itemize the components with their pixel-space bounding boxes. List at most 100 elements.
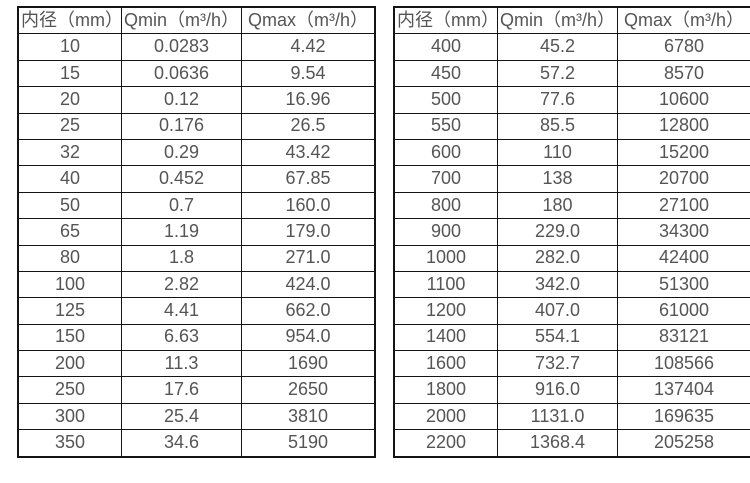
table-row: 450 57.2 8570 <box>393 59 750 88</box>
table-row: 2200 1368.4 205258 <box>393 429 750 458</box>
data-cell: 15200 <box>617 138 750 167</box>
data-cell: 1000 <box>393 244 498 272</box>
data-cell: 160.0 <box>241 191 376 220</box>
table-row: 2000 1131.0 169635 <box>393 402 750 431</box>
table-row: 1200 407.0 61000 <box>393 297 750 325</box>
data-cell: 26.5 <box>241 112 376 140</box>
data-cell: 1.8 <box>121 244 242 272</box>
data-cell: 110 <box>497 138 618 167</box>
data-cell: 1690 <box>241 350 376 378</box>
data-cell: 500 <box>393 86 498 114</box>
data-cell: 229.0 <box>497 218 618 246</box>
flow-spec-table-large-diameters: 内径（mm） Qmin（m³/h） Qmax（m³/h） 400 45.2 6780 45… <box>393 6 750 458</box>
data-cell: 271.0 <box>241 244 376 272</box>
data-cell: 77.6 <box>497 86 618 114</box>
table-row: 50 0.7 160.0 <box>17 191 376 220</box>
data-cell: 1600 <box>393 350 498 378</box>
header-row: 内径（mm） Qmin（m³/h） Qmax（m³/h） <box>17 6 376 35</box>
data-cell: 67.85 <box>241 165 376 193</box>
data-cell: 25.4 <box>121 402 242 431</box>
data-cell: 916.0 <box>497 376 618 404</box>
data-cell: 6780 <box>617 33 750 61</box>
data-cell: 0.29 <box>121 138 242 167</box>
data-cell: 554.1 <box>497 323 618 352</box>
data-cell: 2200 <box>393 429 498 458</box>
data-cell: 27100 <box>617 191 750 220</box>
table-row: 150 6.63 954.0 <box>17 323 376 352</box>
data-cell: 32 <box>17 138 122 167</box>
data-cell: 342.0 <box>497 270 618 299</box>
data-cell: 180 <box>497 191 618 220</box>
data-cell: 169635 <box>617 402 750 431</box>
data-cell: 424.0 <box>241 270 376 299</box>
data-cell: 732.7 <box>497 350 618 378</box>
data-cell: 4.41 <box>121 297 242 325</box>
data-cell: 1800 <box>393 376 498 404</box>
data-cell: 954.0 <box>241 323 376 352</box>
header-cell: Qmin（m³/h） <box>121 6 242 35</box>
data-cell: 16.96 <box>241 86 376 114</box>
header-cell: Qmax（m³/h） <box>241 6 376 35</box>
data-cell: 0.176 <box>121 112 242 140</box>
data-cell: 12800 <box>617 112 750 140</box>
data-cell: 400 <box>393 33 498 61</box>
data-cell: 0.452 <box>121 165 242 193</box>
table-row: 20 0.12 16.96 <box>17 86 376 114</box>
data-cell: 85.5 <box>497 112 618 140</box>
data-cell: 800 <box>393 191 498 220</box>
data-cell: 6.63 <box>121 323 242 352</box>
data-cell: 1.19 <box>121 218 242 246</box>
data-cell: 550 <box>393 112 498 140</box>
table-row: 900 229.0 34300 <box>393 218 750 246</box>
data-cell: 205258 <box>617 429 750 458</box>
table-row: 125 4.41 662.0 <box>17 297 376 325</box>
data-cell: 40 <box>17 165 122 193</box>
table-row: 550 85.5 12800 <box>393 112 750 140</box>
table-row: 100 2.82 424.0 <box>17 270 376 299</box>
data-cell: 179.0 <box>241 218 376 246</box>
data-cell: 43.42 <box>241 138 376 167</box>
data-cell: 300 <box>17 402 122 431</box>
table-row: 600 110 15200 <box>393 138 750 167</box>
data-cell: 282.0 <box>497 244 618 272</box>
flow-spec-table-small-diameters: 内径（mm） Qmin（m³/h） Qmax（m³/h） 10 0.0283 4.42 1… <box>17 6 376 458</box>
data-cell: 20 <box>17 86 122 114</box>
table-row: 350 34.6 5190 <box>17 429 376 458</box>
data-cell: 8570 <box>617 59 750 88</box>
data-cell: 9.54 <box>241 59 376 88</box>
table-row: 1100 342.0 51300 <box>393 270 750 299</box>
data-cell: 83121 <box>617 323 750 352</box>
data-cell: 137404 <box>617 376 750 404</box>
data-cell: 15 <box>17 59 122 88</box>
data-cell: 34.6 <box>121 429 242 458</box>
data-cell: 51300 <box>617 270 750 299</box>
data-cell: 1131.0 <box>497 402 618 431</box>
data-cell: 200 <box>17 350 122 378</box>
data-cell: 34300 <box>617 218 750 246</box>
data-cell: 1368.4 <box>497 429 618 458</box>
data-cell: 57.2 <box>497 59 618 88</box>
data-cell: 1200 <box>393 297 498 325</box>
table-row: 25 0.176 26.5 <box>17 112 376 140</box>
table-row: 250 17.6 2650 <box>17 376 376 404</box>
table-row: 15 0.0636 9.54 <box>17 59 376 88</box>
table-row: 10 0.0283 4.42 <box>17 33 376 61</box>
table-row: 800 180 27100 <box>393 191 750 220</box>
header-cell: Qmin（m³/h） <box>497 6 618 35</box>
data-cell: 2000 <box>393 402 498 431</box>
data-cell: 407.0 <box>497 297 618 325</box>
data-cell: 45.2 <box>497 33 618 61</box>
data-cell: 450 <box>393 59 498 88</box>
table-row: 40 0.452 67.85 <box>17 165 376 193</box>
data-cell: 42400 <box>617 244 750 272</box>
data-cell: 250 <box>17 376 122 404</box>
data-cell: 65 <box>17 218 122 246</box>
data-cell: 80 <box>17 244 122 272</box>
data-cell: 100 <box>17 270 122 299</box>
data-cell: 25 <box>17 112 122 140</box>
data-cell: 2650 <box>241 376 376 404</box>
table-row: 1600 732.7 108566 <box>393 350 750 378</box>
data-cell: 2.82 <box>121 270 242 299</box>
data-cell: 61000 <box>617 297 750 325</box>
